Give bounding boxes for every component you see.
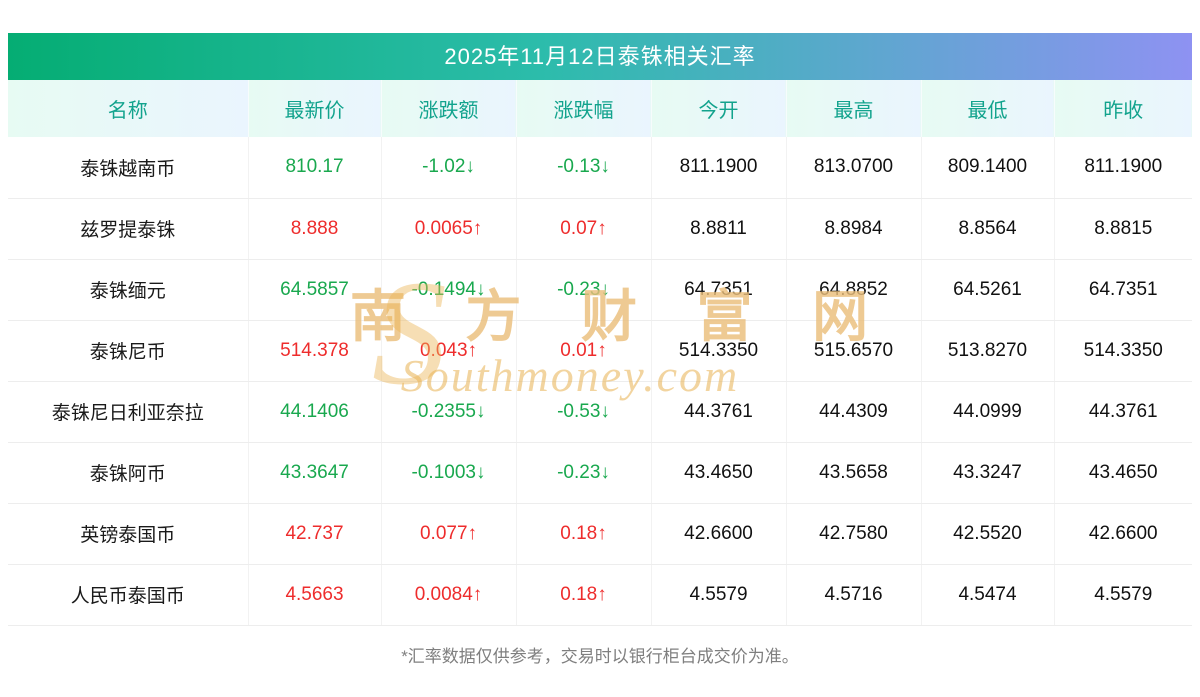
table-header: 名称 最新价 涨跌额 涨跌幅 今开 最高 最低 昨收 xyxy=(8,80,1192,137)
change-percent: 0.07↑ xyxy=(516,198,652,260)
table-row: 人民币泰国币 4.5663 0.0084↑ 0.18↑ 4.5579 4.5716 4.54… xyxy=(8,564,1192,626)
low-price: 43.3247 xyxy=(921,442,1055,504)
prev-close-price: 43.4650 xyxy=(1054,442,1192,504)
low-price: 64.5261 xyxy=(921,259,1055,321)
currency-pair-name: 兹罗提泰铢 xyxy=(8,198,249,260)
last-price: 43.3647 xyxy=(248,442,382,504)
change-amount: 0.0065↑ xyxy=(381,198,517,260)
change-percent: 0.01↑ xyxy=(516,320,652,382)
prev-close-price: 4.5579 xyxy=(1054,564,1192,626)
change-percent: 0.18↑ xyxy=(516,503,652,565)
disclaimer-note: *汇率数据仅供参考，交易时以银行柜台成交价为准。 xyxy=(401,646,799,666)
low-price: 8.8564 xyxy=(921,198,1055,260)
open-price: 811.1900 xyxy=(651,137,787,199)
currency-pair-name: 英镑泰国币 xyxy=(8,503,249,565)
open-price: 64.7351 xyxy=(651,259,787,321)
column-header-last-price: 最新价 xyxy=(248,80,382,137)
table-row: 兹罗提泰铢 8.888 0.0065↑ 0.07↑ 8.8811 8.8984 8.8564… xyxy=(8,198,1192,260)
column-header-change-pct: 涨跌幅 xyxy=(516,80,652,137)
last-price: 44.1406 xyxy=(248,381,382,443)
change-percent: -0.23↓ xyxy=(516,259,652,321)
column-header-prev-close: 昨收 xyxy=(1054,80,1192,137)
high-price: 43.5658 xyxy=(786,442,922,504)
low-price: 4.5474 xyxy=(921,564,1055,626)
column-header-high: 最高 xyxy=(786,80,922,137)
low-price: 44.0999 xyxy=(921,381,1055,443)
prev-close-price: 811.1900 xyxy=(1054,137,1192,199)
last-price: 8.888 xyxy=(248,198,382,260)
prev-close-price: 44.3761 xyxy=(1054,381,1192,443)
high-price: 4.5716 xyxy=(786,564,922,626)
rate-table-body: 泰铢越南币 810.17 -1.02↓ -0.13↓ 811.1900 813.0700 8… xyxy=(8,137,1192,626)
open-price: 514.3350 xyxy=(651,320,787,382)
change-amount: 0.0084↑ xyxy=(381,564,517,626)
last-price: 810.17 xyxy=(248,137,382,199)
last-price: 64.5857 xyxy=(248,259,382,321)
change-amount: -0.1494↓ xyxy=(381,259,517,321)
low-price: 42.5520 xyxy=(921,503,1055,565)
high-price: 42.7580 xyxy=(786,503,922,565)
prev-close-price: 8.8815 xyxy=(1054,198,1192,260)
high-price: 813.0700 xyxy=(786,137,922,199)
low-price: 513.8270 xyxy=(921,320,1055,382)
open-price: 44.3761 xyxy=(651,381,787,443)
currency-pair-name: 泰铢阿币 xyxy=(8,442,249,504)
prev-close-price: 64.7351 xyxy=(1054,259,1192,321)
currency-pair-name: 泰铢越南币 xyxy=(8,137,249,199)
change-amount: 0.077↑ xyxy=(381,503,517,565)
exchange-rate-table: 名称 最新价 涨跌额 涨跌幅 今开 最高 最低 昨收 泰铢越南币 810.17 -1… xyxy=(8,80,1192,626)
high-price: 44.4309 xyxy=(786,381,922,443)
open-price: 4.5579 xyxy=(651,564,787,626)
column-header-open: 今开 xyxy=(651,80,787,137)
prev-close-price: 514.3350 xyxy=(1054,320,1192,382)
low-price: 809.1400 xyxy=(921,137,1055,199)
change-percent: -0.53↓ xyxy=(516,381,652,443)
change-percent: -0.23↓ xyxy=(516,442,652,504)
change-amount: -0.1003↓ xyxy=(381,442,517,504)
open-price: 43.4650 xyxy=(651,442,787,504)
prev-close-price: 42.6600 xyxy=(1054,503,1192,565)
table-row: 泰铢尼币 514.378 0.043↑ 0.01↑ 514.3350 515.6570 51… xyxy=(8,320,1192,382)
high-price: 64.8852 xyxy=(786,259,922,321)
open-price: 8.8811 xyxy=(651,198,787,260)
change-amount: -1.02↓ xyxy=(381,137,517,199)
change-percent: -0.13↓ xyxy=(516,137,652,199)
table-row: 泰铢缅元 64.5857 -0.1494↓ -0.23↓ 64.7351 64.8852 6… xyxy=(8,259,1192,321)
change-amount: -0.2355↓ xyxy=(381,381,517,443)
last-price: 4.5663 xyxy=(248,564,382,626)
column-header-name: 名称 xyxy=(8,80,249,137)
currency-pair-name: 人民币泰国币 xyxy=(8,564,249,626)
last-price: 42.737 xyxy=(248,503,382,565)
table-row: 英镑泰国币 42.737 0.077↑ 0.18↑ 42.6600 42.7580 42.5… xyxy=(8,503,1192,565)
table-row: 泰铢阿币 43.3647 -0.1003↓ -0.23↓ 43.4650 43.5658 4… xyxy=(8,442,1192,504)
change-amount: 0.043↑ xyxy=(381,320,517,382)
table-row: 泰铢越南币 810.17 -1.02↓ -0.13↓ 811.1900 813.0700 8… xyxy=(8,137,1192,199)
last-price: 514.378 xyxy=(248,320,382,382)
currency-pair-name: 泰铢尼日利亚奈拉 xyxy=(8,381,249,443)
page-title: 2025年11月12日泰铢相关汇率 xyxy=(8,33,1192,80)
column-header-low: 最低 xyxy=(921,80,1055,137)
table-row: 泰铢尼日利亚奈拉 44.1406 -0.2355↓ -0.53↓ 44.3761 44.4… xyxy=(8,381,1192,443)
change-percent: 0.18↑ xyxy=(516,564,652,626)
table-header-row: 名称 最新价 涨跌额 涨跌幅 今开 最高 最低 昨收 xyxy=(8,80,1192,137)
open-price: 42.6600 xyxy=(651,503,787,565)
high-price: 8.8984 xyxy=(786,198,922,260)
currency-pair-name: 泰铢尼币 xyxy=(8,320,249,382)
currency-pair-name: 泰铢缅元 xyxy=(8,259,249,321)
column-header-change: 涨跌额 xyxy=(381,80,517,137)
high-price: 515.6570 xyxy=(786,320,922,382)
